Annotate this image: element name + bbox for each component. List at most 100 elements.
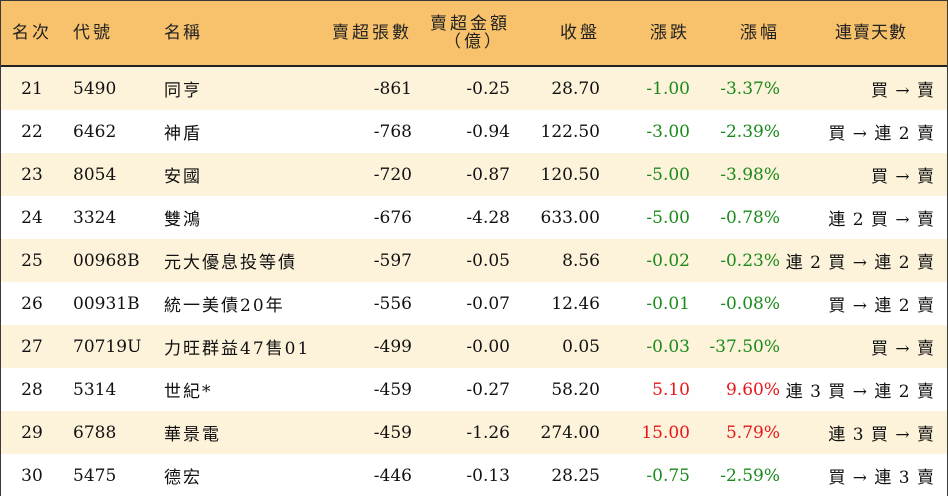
header-sell-volume: 賣超張數 xyxy=(332,23,412,43)
cell-sell-amount: -0.07 xyxy=(466,293,510,314)
cell-code: 6788 xyxy=(73,422,117,443)
cell-streak: 買 → 連 2 賣 xyxy=(828,296,935,316)
cell-code: 5490 xyxy=(73,78,117,99)
table-header: 名次 代號 名稱 賣超張數 賣超金額 （億） 收盤 漲跌 漲幅 連賣天數 xyxy=(1,1,947,67)
table-body: 21 5490 同亨 -861 -0.25 28.70 -1.00 -3.37% 買 → 賣 22… xyxy=(1,67,947,497)
cell-close: 633.00 xyxy=(540,207,600,228)
cell-change: -0.02 xyxy=(646,250,690,271)
cell-sell-amount: -0.94 xyxy=(466,121,510,142)
cell-rank: 22 xyxy=(21,121,43,142)
cell-change: -5.00 xyxy=(646,164,690,185)
cell-sell-volume: -459 xyxy=(373,422,412,443)
cell-sell-amount: -0.13 xyxy=(466,465,510,486)
cell-change: -0.01 xyxy=(646,293,690,314)
header-change: 漲跌 xyxy=(650,23,690,43)
cell-name: 世紀* xyxy=(164,382,213,402)
cell-code: 5314 xyxy=(73,379,117,400)
cell-sell-volume: -768 xyxy=(373,121,412,142)
header-separator xyxy=(1,65,947,67)
cell-name: 元大優息投等債 xyxy=(164,253,297,273)
cell-streak: 買 → 賣 xyxy=(870,81,935,101)
cell-name: 力旺群益47售01 xyxy=(164,339,311,359)
cell-streak: 買 → 連 3 賣 xyxy=(828,468,935,488)
table-row: 26 00931B 統一美債20年 -556 -0.07 12.46 -0.01 -0.08%… xyxy=(1,282,947,325)
table-row: 28 5314 世紀* -459 -0.27 58.20 5.10 9.60% 連 3 買 → … xyxy=(1,368,947,411)
cell-sell-volume: -446 xyxy=(373,465,412,486)
cell-change: -0.75 xyxy=(646,465,690,486)
cell-rank: 28 xyxy=(21,379,43,400)
cell-change: -1.00 xyxy=(646,78,690,99)
table-row: 22 6462 神盾 -768 -0.94 122.50 -3.00 -2.39% 買 → 連 … xyxy=(1,110,947,153)
cell-rank: 29 xyxy=(21,422,43,443)
cell-change: -3.00 xyxy=(646,121,690,142)
cell-streak: 連 3 買 → 連 2 賣 xyxy=(785,382,935,402)
cell-rank: 27 xyxy=(21,336,43,357)
cell-sell-amount: -0.00 xyxy=(466,336,510,357)
cell-sell-amount: -0.25 xyxy=(466,78,510,99)
header-change-pct: 漲幅 xyxy=(740,23,780,43)
cell-close: 8.56 xyxy=(562,250,600,271)
table-row: 24 3324 雙鴻 -676 -4.28 633.00 -5.00 -0.78% 連 2 買 … xyxy=(1,196,947,239)
cell-name: 統一美債20年 xyxy=(164,296,285,316)
header-close: 收盤 xyxy=(560,23,600,43)
cell-sell-volume: -676 xyxy=(373,207,412,228)
header-rank: 名次 xyxy=(12,23,52,43)
cell-change-pct: -37.50% xyxy=(709,336,780,357)
cell-rank: 30 xyxy=(21,465,43,486)
cell-sell-amount: -0.05 xyxy=(466,250,510,271)
cell-change-pct: -0.78% xyxy=(720,207,780,228)
cell-change-pct: 5.79% xyxy=(725,422,780,443)
cell-sell-amount: -1.26 xyxy=(466,422,510,443)
cell-name: 德宏 xyxy=(164,468,202,488)
cell-change-pct: -0.23% xyxy=(720,250,780,271)
header-row: 名次 代號 名稱 賣超張數 賣超金額 （億） 收盤 漲跌 漲幅 連賣天數 xyxy=(1,1,947,65)
cell-streak: 買 → 賣 xyxy=(870,339,935,359)
cell-change: 5.10 xyxy=(652,379,690,400)
cell-sell-volume: -597 xyxy=(373,250,412,271)
cell-streak: 買 → 賣 xyxy=(870,167,935,187)
cell-code: 00931B xyxy=(73,293,140,314)
header-streak: 連賣天數 xyxy=(835,23,907,43)
table-row: 25 00968B 元大優息投等債 -597 -0.05 8.56 -0.02 -0.23% 連… xyxy=(1,239,947,282)
cell-sell-volume: -499 xyxy=(373,336,412,357)
cell-streak: 買 → 連 2 賣 xyxy=(828,124,935,144)
cell-change-pct: -2.59% xyxy=(720,465,780,486)
header-code: 代號 xyxy=(73,23,113,43)
cell-sell-amount: -0.27 xyxy=(466,379,510,400)
cell-rank: 24 xyxy=(21,207,43,228)
cell-sell-volume: -556 xyxy=(373,293,412,314)
header-name: 名稱 xyxy=(164,23,202,43)
cell-streak: 連 2 買 → 連 2 賣 xyxy=(785,253,935,273)
table-row: 29 6788 華景電 -459 -1.26 274.00 15.00 5.79% 連 3 買 … xyxy=(1,411,947,454)
cell-close: 0.05 xyxy=(562,336,600,357)
table-row: 27 70719U 力旺群益47售01 -499 -0.00 0.05 -0.03 -37.5… xyxy=(1,325,947,368)
cell-change-pct: -0.08% xyxy=(720,293,780,314)
cell-sell-volume: -459 xyxy=(373,379,412,400)
cell-close: 274.00 xyxy=(540,422,600,443)
cell-sell-amount: -4.28 xyxy=(466,207,510,228)
table-row: 21 5490 同亨 -861 -0.25 28.70 -1.00 -3.37% 買 → 賣 xyxy=(1,67,947,110)
cell-close: 120.50 xyxy=(540,164,600,185)
header-sell-amount: 賣超金額 （億） xyxy=(412,1,510,65)
cell-name: 華景電 xyxy=(164,425,221,445)
table-row: 30 5475 德宏 -446 -0.13 28.25 -0.75 -2.59% 買 → 連 3… xyxy=(1,454,947,497)
cell-streak: 連 3 買 → 賣 xyxy=(828,425,935,445)
cell-change: 15.00 xyxy=(641,422,690,443)
cell-close: 28.70 xyxy=(551,78,600,99)
cell-rank: 23 xyxy=(21,164,43,185)
cell-close: 122.50 xyxy=(540,121,600,142)
cell-name: 雙鴻 xyxy=(164,210,202,230)
cell-rank: 26 xyxy=(21,293,43,314)
cell-streak: 連 2 買 → 賣 xyxy=(828,210,935,230)
cell-code: 00968B xyxy=(73,250,140,271)
cell-change-pct: -3.37% xyxy=(720,78,780,99)
cell-change: -5.00 xyxy=(646,207,690,228)
cell-name: 同亨 xyxy=(164,81,202,101)
cell-close: 12.46 xyxy=(551,293,600,314)
cell-sell-volume: -861 xyxy=(373,78,412,99)
cell-code: 70719U xyxy=(73,336,142,357)
cell-rank: 21 xyxy=(21,78,43,99)
cell-code: 6462 xyxy=(73,121,117,142)
